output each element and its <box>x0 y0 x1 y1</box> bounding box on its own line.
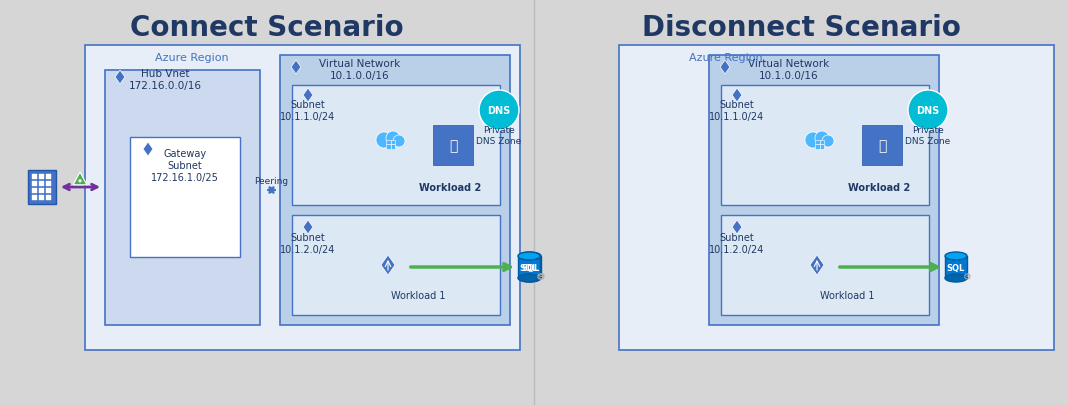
Text: Workload 2: Workload 2 <box>848 183 910 192</box>
FancyBboxPatch shape <box>32 189 37 194</box>
FancyBboxPatch shape <box>40 181 44 187</box>
FancyBboxPatch shape <box>40 189 44 194</box>
FancyBboxPatch shape <box>420 91 490 196</box>
Text: Subnet
10.1.1.0/24: Subnet 10.1.1.0/24 <box>709 100 765 122</box>
Polygon shape <box>381 256 395 275</box>
FancyBboxPatch shape <box>130 138 240 257</box>
FancyBboxPatch shape <box>815 145 819 149</box>
Circle shape <box>480 91 519 131</box>
Ellipse shape <box>518 274 540 282</box>
Text: Subnet
10.1.2.0/24: Subnet 10.1.2.0/24 <box>280 232 335 254</box>
Text: Azure Region: Azure Region <box>155 53 229 63</box>
Text: Private
DNS Zone: Private DNS Zone <box>906 126 951 145</box>
Ellipse shape <box>518 252 540 260</box>
FancyBboxPatch shape <box>619 46 1054 350</box>
Text: Workload 1: Workload 1 <box>391 290 445 300</box>
FancyBboxPatch shape <box>387 140 391 145</box>
Text: ⚙: ⚙ <box>536 271 545 281</box>
FancyBboxPatch shape <box>815 140 819 145</box>
FancyBboxPatch shape <box>40 196 44 200</box>
FancyBboxPatch shape <box>391 140 395 145</box>
Text: Workload 1: Workload 1 <box>820 290 875 300</box>
Circle shape <box>822 136 834 148</box>
Polygon shape <box>143 143 153 157</box>
FancyBboxPatch shape <box>387 145 391 149</box>
Polygon shape <box>303 220 313 234</box>
Circle shape <box>815 132 829 146</box>
Text: SQL: SQL <box>521 263 539 272</box>
Circle shape <box>78 180 81 183</box>
Circle shape <box>805 133 821 149</box>
FancyBboxPatch shape <box>391 145 395 149</box>
Polygon shape <box>720 61 729 75</box>
Text: ⚙: ⚙ <box>961 271 971 281</box>
Text: Disconnect Scenario: Disconnect Scenario <box>642 14 960 42</box>
FancyBboxPatch shape <box>433 126 473 166</box>
Text: Subnet
10.1.2.0/24: Subnet 10.1.2.0/24 <box>709 232 765 254</box>
Text: Gateway
Subnet
172.16.1.0/25: Gateway Subnet 172.16.1.0/25 <box>151 149 219 182</box>
FancyBboxPatch shape <box>709 56 939 325</box>
Text: SQL: SQL <box>520 263 538 272</box>
Ellipse shape <box>519 274 541 282</box>
FancyBboxPatch shape <box>849 91 918 196</box>
Circle shape <box>393 136 405 148</box>
Ellipse shape <box>945 274 967 282</box>
FancyBboxPatch shape <box>862 126 902 166</box>
FancyBboxPatch shape <box>32 181 37 187</box>
FancyBboxPatch shape <box>358 220 493 310</box>
Polygon shape <box>292 61 301 75</box>
FancyBboxPatch shape <box>46 175 51 179</box>
Text: Virtual Network
10.1.0.0/16: Virtual Network 10.1.0.0/16 <box>749 59 830 81</box>
FancyBboxPatch shape <box>721 215 929 315</box>
FancyBboxPatch shape <box>820 145 824 149</box>
Text: 🐧: 🐧 <box>449 139 457 153</box>
FancyBboxPatch shape <box>46 196 51 200</box>
FancyBboxPatch shape <box>85 46 520 350</box>
Circle shape <box>376 133 392 149</box>
Polygon shape <box>303 89 313 103</box>
FancyBboxPatch shape <box>519 256 541 278</box>
Text: Hub Vnet
172.16.0.0/16: Hub Vnet 172.16.0.0/16 <box>128 69 202 91</box>
Text: Workload 2: Workload 2 <box>419 183 481 192</box>
FancyBboxPatch shape <box>518 256 540 278</box>
Text: ⚙: ⚙ <box>535 271 544 281</box>
Polygon shape <box>115 71 125 85</box>
Text: 🐧: 🐧 <box>878 139 886 153</box>
Text: SQL: SQL <box>947 263 965 272</box>
FancyBboxPatch shape <box>46 181 51 187</box>
Polygon shape <box>732 220 742 234</box>
FancyBboxPatch shape <box>105 71 260 325</box>
FancyBboxPatch shape <box>40 175 44 179</box>
FancyBboxPatch shape <box>32 196 37 200</box>
Text: Virtual Network
10.1.0.0/16: Virtual Network 10.1.0.0/16 <box>319 59 400 81</box>
FancyBboxPatch shape <box>787 220 922 310</box>
FancyBboxPatch shape <box>945 256 967 278</box>
Circle shape <box>386 132 400 146</box>
Polygon shape <box>74 173 87 185</box>
Polygon shape <box>810 256 824 275</box>
FancyBboxPatch shape <box>360 91 490 196</box>
FancyBboxPatch shape <box>292 215 500 315</box>
Ellipse shape <box>945 252 967 260</box>
FancyBboxPatch shape <box>721 86 929 205</box>
Text: Azure Region: Azure Region <box>689 53 763 63</box>
FancyBboxPatch shape <box>820 140 824 145</box>
FancyBboxPatch shape <box>46 189 51 194</box>
Text: DNS: DNS <box>916 106 940 116</box>
FancyBboxPatch shape <box>28 171 56 205</box>
FancyBboxPatch shape <box>32 175 37 179</box>
Text: Private
DNS Zone: Private DNS Zone <box>476 126 521 145</box>
Polygon shape <box>732 89 742 103</box>
Text: DNS: DNS <box>487 106 511 116</box>
Circle shape <box>908 91 948 131</box>
FancyBboxPatch shape <box>280 56 511 325</box>
FancyBboxPatch shape <box>789 91 918 196</box>
Text: Subnet
10.1.1.0/24: Subnet 10.1.1.0/24 <box>281 100 335 122</box>
Text: Connect Scenario: Connect Scenario <box>130 14 404 42</box>
FancyBboxPatch shape <box>292 86 500 205</box>
Ellipse shape <box>519 252 541 260</box>
Text: Peering: Peering <box>254 176 288 185</box>
